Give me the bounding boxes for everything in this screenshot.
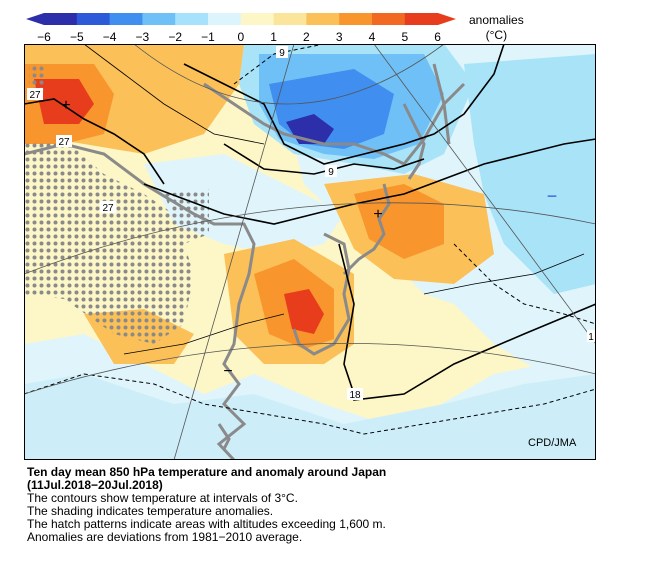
colorbar-tick-label: 0 [237,30,245,44]
contour-label-27-west: 27 [29,90,41,101]
coastline-japan [342,103,426,276]
colorbar-tick-label: 4 [368,30,376,44]
warm-anomaly-korea-core [284,289,324,334]
high-altitude-hatch [24,139,194,344]
temperature-contour-thin-2 [123,313,285,355]
zero-anomaly-dashed-east [453,243,596,325]
colorbar-swatch [372,13,406,25]
coastline-russia [203,82,466,166]
colorbar-tick-label: −3 [135,30,150,44]
cold-center-marker-east: − [547,186,558,206]
colorbar-label-anomalies: anomalies [469,13,524,27]
colorbar-tick-label: −6 [37,30,51,44]
warm-center-marker-japan: + [373,206,382,223]
contour-label-18: 18 [349,390,361,401]
colorbar-swatch [273,13,307,25]
warm-center-marker-northwest: + [61,97,70,114]
colorbar-left-arrow [26,13,44,25]
colorbar-tick-label: 1 [270,30,277,44]
temperature-contour-thin-3 [423,253,585,295]
cold-anomaly-south-medium [24,374,596,460]
caption-line-baseline: Anomalies are deviations from 1981−2010 … [27,530,303,544]
coastline-sakhalin [432,63,451,145]
graticule-arc-3 [133,44,445,105]
colorbar-swatch [76,13,111,25]
coastline-taiwan [217,423,231,450]
caption-line-contours: The contours show temperature at interva… [27,491,298,505]
temperature-anomaly-map: + + − − 9 27 27 27 9 18 1 [24,44,596,460]
colorbar-swatch [44,13,78,25]
colorbar-tick-label: −1 [201,30,215,44]
contour-label-edge: 1 [588,332,594,343]
temperature-contour-18 [143,138,596,225]
contour-label-9-top: 9 [279,48,285,59]
colorbar-swatch [404,13,439,25]
high-altitude-hatch-north [29,64,44,94]
colorbar-right-arrow [438,13,456,25]
colorbar-label-unit: (°C) [485,28,508,42]
anomaly-colorbar [26,13,456,25]
contour-label-27-middle: 27 [58,137,70,148]
map-frame [24,44,596,460]
contour-label-27-plateau: 27 [102,203,114,214]
caption-title-line1: Ten day mean 850 hPa temperature and ano… [27,465,387,479]
coastline-asia [24,142,256,460]
colorbar-tick-label: −2 [168,30,183,44]
colorbar-swatch [306,13,340,25]
colorbar-swatch [109,13,143,25]
coastline-korea [292,232,351,356]
colorbar-swatch [208,13,242,25]
graticule-arc-2 [24,202,596,275]
map-caption: Ten day mean 850 hPa temperature and ano… [27,466,386,544]
colorbar-tick-label: −4 [102,30,117,44]
cold-center-marker-south: − [223,363,232,380]
colorbar-swatch [175,13,209,25]
zero-anomaly-dashed-north [233,44,325,85]
temperature-contour-9-north [183,44,505,165]
colorbar-tick-label: 6 [434,30,441,44]
cold-anomaly-east-medium [464,54,596,294]
colorbar-tick-label: 2 [303,30,310,44]
graticule-arc-1 [24,342,596,395]
colorbar-unit-label: anomalies (°C) [469,13,524,43]
caption-title-line2: (11Jul.2018−20Jul.2018) [27,478,163,492]
temperature-contour-27 [24,98,165,185]
zero-anomaly-dashed-south [24,373,596,435]
colorbar-swatch [339,13,373,25]
warm-anomaly-northwest-core [34,79,94,124]
graticule-meridian-2 [373,44,596,345]
contour-label-9-center: 9 [328,167,334,178]
colorbar-tick-label: 5 [401,30,409,44]
map-credit: CPD/JMA [528,437,577,449]
colorbar-tick-label: −5 [69,30,84,44]
temperature-contour-thin-1 [83,44,265,145]
colorbar-swatch [142,13,176,25]
colorbar-swatch [240,13,275,25]
graticule-meridian-1 [173,44,295,460]
caption-line-shading: The shading indicates temperature anomal… [27,504,274,518]
colorbar-tick-label: 3 [335,30,343,44]
caption-line-hatch: The hatch patterns indicate areas with a… [27,517,386,531]
